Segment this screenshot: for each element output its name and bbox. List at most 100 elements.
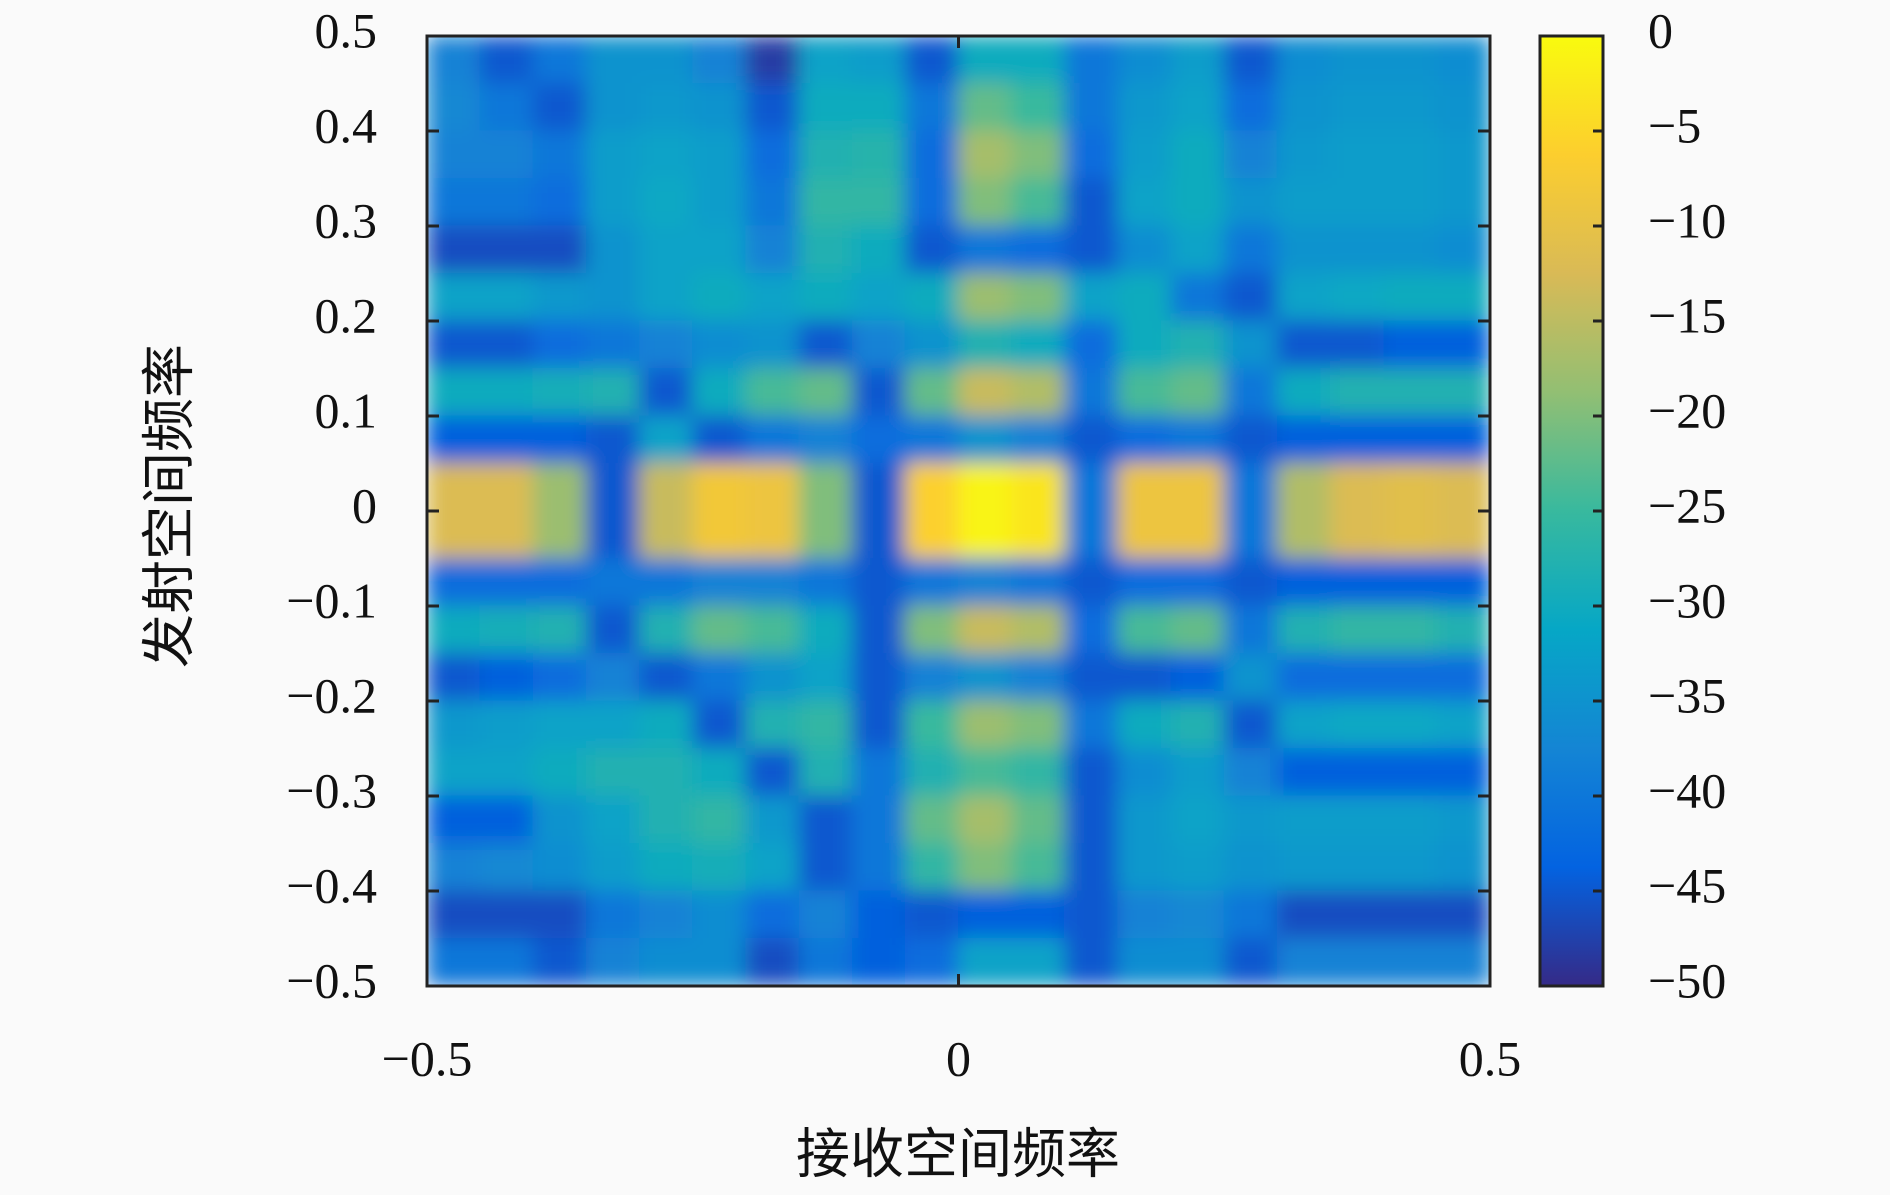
heatmap-cell [798, 130, 853, 179]
heatmap-cell [1330, 890, 1385, 939]
heatmap-cell [479, 320, 534, 369]
heatmap-cell [585, 320, 641, 369]
y-tick-label: −0.5 [286, 952, 377, 1008]
heatmap-cell [692, 748, 747, 797]
heatmap-cell [1330, 368, 1385, 417]
heatmap-cell [1064, 463, 1119, 512]
heatmap-cell [585, 368, 641, 417]
heatmap-cell [1223, 36, 1278, 84]
heatmap-cell [798, 748, 853, 797]
heatmap-cell [1223, 510, 1278, 559]
heatmap-cell [1436, 890, 1490, 939]
heatmap-cell [1011, 415, 1066, 464]
heatmap-cell [1170, 415, 1225, 464]
heatmap-cell [1064, 36, 1119, 84]
heatmap-cell [1011, 558, 1066, 607]
heatmap-cell [532, 368, 587, 417]
heatmap-cell [1170, 700, 1225, 749]
heatmap-cell [1064, 178, 1119, 227]
heatmap-cell [1436, 700, 1490, 749]
heatmap-cell [851, 415, 906, 464]
heatmap-cell [1276, 225, 1332, 274]
heatmap-cell [1011, 36, 1066, 84]
heatmap-cell [1064, 890, 1119, 939]
heatmap-cell [427, 36, 481, 84]
heatmap-cell [1330, 510, 1385, 559]
y-tick-label: −0.1 [286, 572, 377, 628]
heatmap-cell [1436, 178, 1490, 227]
heatmap-cell [479, 510, 534, 559]
heatmap-cell [1064, 700, 1119, 749]
heatmap-cell [851, 890, 906, 939]
heatmap-cell [1011, 843, 1066, 892]
heatmap-cell [692, 225, 747, 274]
heatmap-cell [1223, 320, 1278, 369]
heatmap-cell [745, 463, 800, 512]
heatmap-cell [1436, 510, 1490, 559]
heatmap-cell [745, 938, 800, 986]
colorbar-tick-label: −10 [1648, 192, 1726, 248]
heatmap-cell [639, 653, 694, 702]
heatmap-cell [1223, 890, 1278, 939]
heatmap-cell [1436, 558, 1490, 607]
heatmap-cell [1064, 225, 1119, 274]
heatmap-cell [1330, 843, 1385, 892]
heatmap-cell [1383, 273, 1438, 322]
colorbar-tick-label: −40 [1648, 762, 1726, 818]
heatmap-cell [1064, 653, 1119, 702]
y-tick-label: 0.5 [315, 2, 378, 58]
heatmap-cell [851, 605, 906, 654]
colorbar-tick-label: −30 [1648, 572, 1726, 628]
heatmap-cell [1011, 273, 1066, 322]
heatmap-cell [692, 558, 747, 607]
heatmap-cell [479, 605, 534, 654]
heatmap-cell [427, 463, 481, 512]
heatmap-cell [639, 938, 694, 986]
heatmap-cell [1170, 558, 1225, 607]
heatmap-cell [1383, 843, 1438, 892]
heatmap-cell [532, 748, 587, 797]
heatmap-cell [479, 700, 534, 749]
heatmap-cell [1223, 273, 1278, 322]
heatmap-cell [1383, 890, 1438, 939]
heatmap-cell [1276, 748, 1332, 797]
heatmap-cell [1170, 178, 1225, 227]
heatmap-cell [479, 843, 534, 892]
heatmap-cell [639, 700, 694, 749]
heatmap-cell [639, 510, 694, 559]
heatmap-cell [639, 463, 694, 512]
heatmap-cell [692, 938, 747, 986]
heatmap-cell [851, 178, 906, 227]
heatmap-cell [851, 700, 906, 749]
heatmap-cell [1064, 415, 1119, 464]
heatmap-cell [692, 700, 747, 749]
heatmap-cell [1276, 463, 1332, 512]
heatmap-cell [1117, 225, 1172, 274]
heatmap-cell [479, 795, 534, 844]
heatmap-cell [745, 83, 800, 132]
heatmap-cell [585, 748, 641, 797]
heatmap-cell [479, 890, 534, 939]
heatmap-cell [1276, 273, 1332, 322]
heatmap-cell [1330, 938, 1385, 986]
heatmap-cell [1223, 653, 1278, 702]
heatmap-cell [1383, 558, 1438, 607]
heatmap-cell [1223, 178, 1278, 227]
colorbar-tick-label: −45 [1648, 857, 1726, 913]
heatmap-cell [745, 890, 800, 939]
heatmap-cell [958, 558, 1013, 607]
heatmap-cell [692, 890, 747, 939]
heatmap-cell [798, 463, 853, 512]
heatmap-cell [1383, 225, 1438, 274]
heatmap-cell [1383, 320, 1438, 369]
heatmap-cell [427, 178, 481, 227]
heatmap-cell [532, 653, 587, 702]
heatmap-cell [745, 510, 800, 559]
heatmap-cell [1223, 368, 1278, 417]
heatmap-cell [532, 510, 587, 559]
heatmap-cell [1383, 700, 1438, 749]
heatmap-cell [1170, 463, 1225, 512]
heatmap-cell [1276, 130, 1332, 179]
heatmap-cell [1117, 178, 1172, 227]
heatmap-cell [958, 273, 1013, 322]
